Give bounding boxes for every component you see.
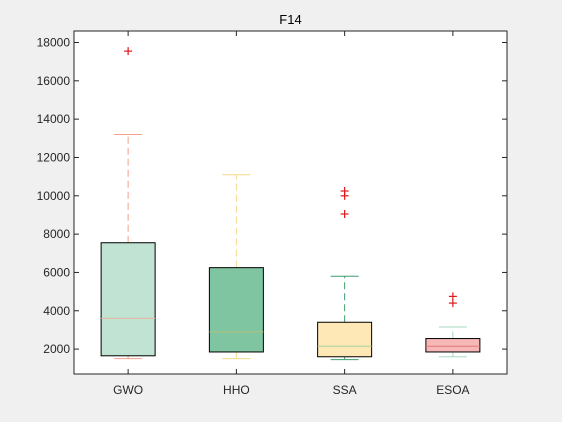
box-group-gwo (100, 47, 156, 360)
y-tick-label: 4000 (43, 304, 70, 318)
x-tick-label: HHO (223, 383, 250, 397)
y-tick-label: 2000 (43, 342, 70, 356)
y-tick-label: 12000 (37, 150, 71, 164)
y-tick-label: 6000 (43, 265, 70, 279)
outlier-marker (124, 47, 133, 56)
outlier-marker (448, 292, 457, 301)
outlier-marker (340, 187, 349, 196)
outlier-marker (340, 209, 349, 218)
box (100, 242, 156, 357)
box-group-esoa (425, 292, 481, 358)
y-axis: 2000 4000 6000 8000 10000 12000 14000 16000 1800… (37, 35, 507, 356)
box-group-ssa (317, 187, 373, 361)
box (425, 338, 481, 353)
chart-title: F14 (279, 12, 301, 27)
box-group-hho (208, 174, 264, 360)
y-tick-label: 8000 (43, 227, 70, 241)
x-tick-label: ESOA (436, 383, 469, 397)
y-tick-label: 14000 (37, 112, 71, 126)
x-axis: GWO HHO SSA ESOA (113, 31, 470, 397)
x-tick-label: SSA (333, 383, 357, 397)
axes-frame (73, 30, 508, 375)
boxes-layer (100, 47, 481, 361)
y-tick-label: 18000 (37, 35, 71, 49)
y-tick-label: 10000 (37, 189, 71, 203)
box (317, 321, 373, 358)
x-tick-label: GWO (113, 383, 143, 397)
y-tick-label: 16000 (37, 74, 71, 88)
box (208, 267, 264, 353)
outlier-marker (448, 299, 457, 308)
